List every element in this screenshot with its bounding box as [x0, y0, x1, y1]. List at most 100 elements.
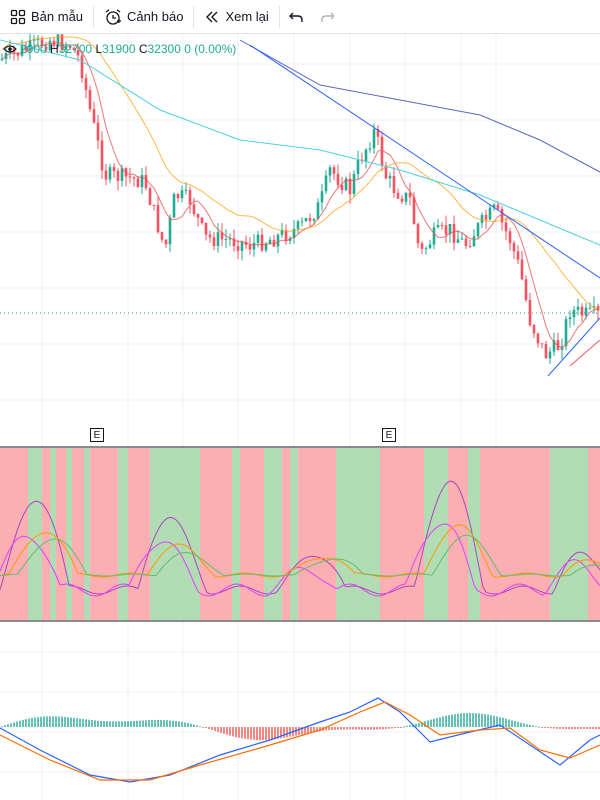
- macd-histogram-bar: [136, 720, 138, 727]
- macd-histogram-bar: [115, 721, 117, 727]
- candle-body: [416, 224, 420, 244]
- candle-body: [312, 219, 316, 221]
- macd-histogram-bar: [352, 727, 354, 730]
- candle-body: [276, 234, 280, 247]
- candle-body: [580, 306, 584, 316]
- replay-button[interactable]: Xem lại: [194, 0, 278, 34]
- candle-body: [512, 243, 516, 252]
- macd-histogram-bar: [328, 727, 330, 731]
- macd-histogram-bar: [184, 722, 186, 727]
- macd-histogram-bar: [436, 717, 438, 727]
- candle-body: [444, 225, 448, 235]
- macd-histogram-bar: [157, 719, 159, 727]
- trend-line: [547, 317, 600, 377]
- macd-histogram-bar: [364, 727, 366, 730]
- candle-body: [292, 228, 296, 238]
- indicator-band: [84, 448, 90, 620]
- candle-body: [448, 224, 452, 235]
- candle-body: [168, 217, 172, 245]
- candle-body: [284, 230, 288, 241]
- macd-histogram-bar: [10, 723, 12, 727]
- macd-histogram-bar: [169, 720, 171, 727]
- macd-histogram-bar: [64, 716, 66, 727]
- candle-body: [592, 306, 596, 308]
- macd-histogram-bar: [550, 727, 552, 729]
- macd-histogram-bar: [505, 718, 507, 727]
- undo-icon: [288, 12, 303, 22]
- candle-body: [104, 170, 108, 180]
- candle-body: [268, 239, 272, 244]
- candle-body: [0, 59, 4, 61]
- candle-body: [396, 193, 400, 199]
- macd-histogram-bar: [499, 717, 501, 727]
- macd-histogram-bar: [229, 727, 231, 736]
- macd-histogram-bar: [481, 713, 483, 727]
- candle-body: [72, 47, 76, 51]
- indicator-band: [56, 448, 66, 620]
- macd-histogram-bar: [4, 725, 6, 727]
- candle-body: [108, 167, 112, 180]
- indicator-band: [168, 448, 200, 620]
- candle-body: [24, 46, 28, 51]
- earnings-marker[interactable]: E: [90, 428, 104, 442]
- candle-body: [192, 204, 196, 215]
- candle-body: [212, 237, 216, 247]
- macd-histogram-bar: [538, 726, 540, 728]
- template-label: Bản mẫu: [31, 9, 84, 24]
- candle-body: [572, 309, 576, 318]
- indicator-band: [282, 448, 290, 620]
- candle-body: [392, 176, 396, 194]
- eye-icon[interactable]: [0, 41, 20, 57]
- redo-button[interactable]: [312, 0, 344, 34]
- candle-body: [148, 188, 152, 205]
- macd-histogram-bar: [574, 727, 576, 730]
- undo-button[interactable]: [280, 0, 312, 34]
- candle-body: [56, 34, 60, 46]
- macd-histogram-bar: [340, 727, 342, 730]
- macd-histogram-bar: [295, 727, 297, 736]
- price-chart[interactable]: [0, 34, 600, 800]
- macd-histogram-bar: [121, 721, 123, 727]
- candle-body: [96, 122, 100, 141]
- candle-body: [260, 234, 264, 251]
- macd-histogram-bar: [331, 727, 333, 730]
- indicator-band: [200, 448, 232, 620]
- macd-histogram-bar: [277, 727, 279, 739]
- trend-line: [569, 339, 600, 367]
- candle-body: [408, 192, 412, 198]
- candle-body: [164, 239, 168, 245]
- macd-histogram-bar: [79, 718, 81, 727]
- candle-body: [440, 225, 444, 227]
- macd-histogram-bar: [220, 727, 222, 733]
- macd-histogram-bar: [196, 725, 198, 727]
- macd-histogram-bar: [451, 714, 453, 727]
- candle-body: [172, 193, 176, 218]
- macd-histogram-bar: [592, 727, 594, 730]
- candle-body: [132, 177, 136, 179]
- macd-histogram-bar: [37, 717, 39, 727]
- macd-histogram-bar: [553, 727, 555, 729]
- macd-histogram-bar: [343, 727, 345, 730]
- indicator-band: [290, 448, 298, 620]
- macd-histogram-bar: [409, 725, 411, 727]
- open-value: 2000: [20, 42, 47, 56]
- candle-body: [240, 241, 244, 251]
- macd-histogram-bar: [67, 717, 69, 727]
- alert-button[interactable]: Cảnh báo: [94, 0, 193, 34]
- trend-line: [249, 44, 600, 279]
- macd-histogram-bar: [373, 727, 375, 730]
- candle-body: [568, 317, 572, 320]
- macd-histogram-bar: [100, 720, 102, 727]
- macd-histogram-bar: [187, 723, 189, 727]
- template-button[interactable]: Bản mẫu: [0, 0, 93, 34]
- macd-histogram-bar: [565, 727, 567, 730]
- indicator-band: [90, 448, 118, 620]
- macd-histogram-bar: [1, 726, 3, 728]
- macd-histogram-bar: [460, 713, 462, 727]
- earnings-marker[interactable]: E: [382, 428, 396, 442]
- candle-body: [124, 168, 128, 177]
- macd-histogram-bar: [298, 727, 300, 735]
- candle-body: [344, 178, 348, 191]
- macd-histogram-bar: [247, 727, 249, 740]
- macd-histogram-bar: [226, 727, 228, 735]
